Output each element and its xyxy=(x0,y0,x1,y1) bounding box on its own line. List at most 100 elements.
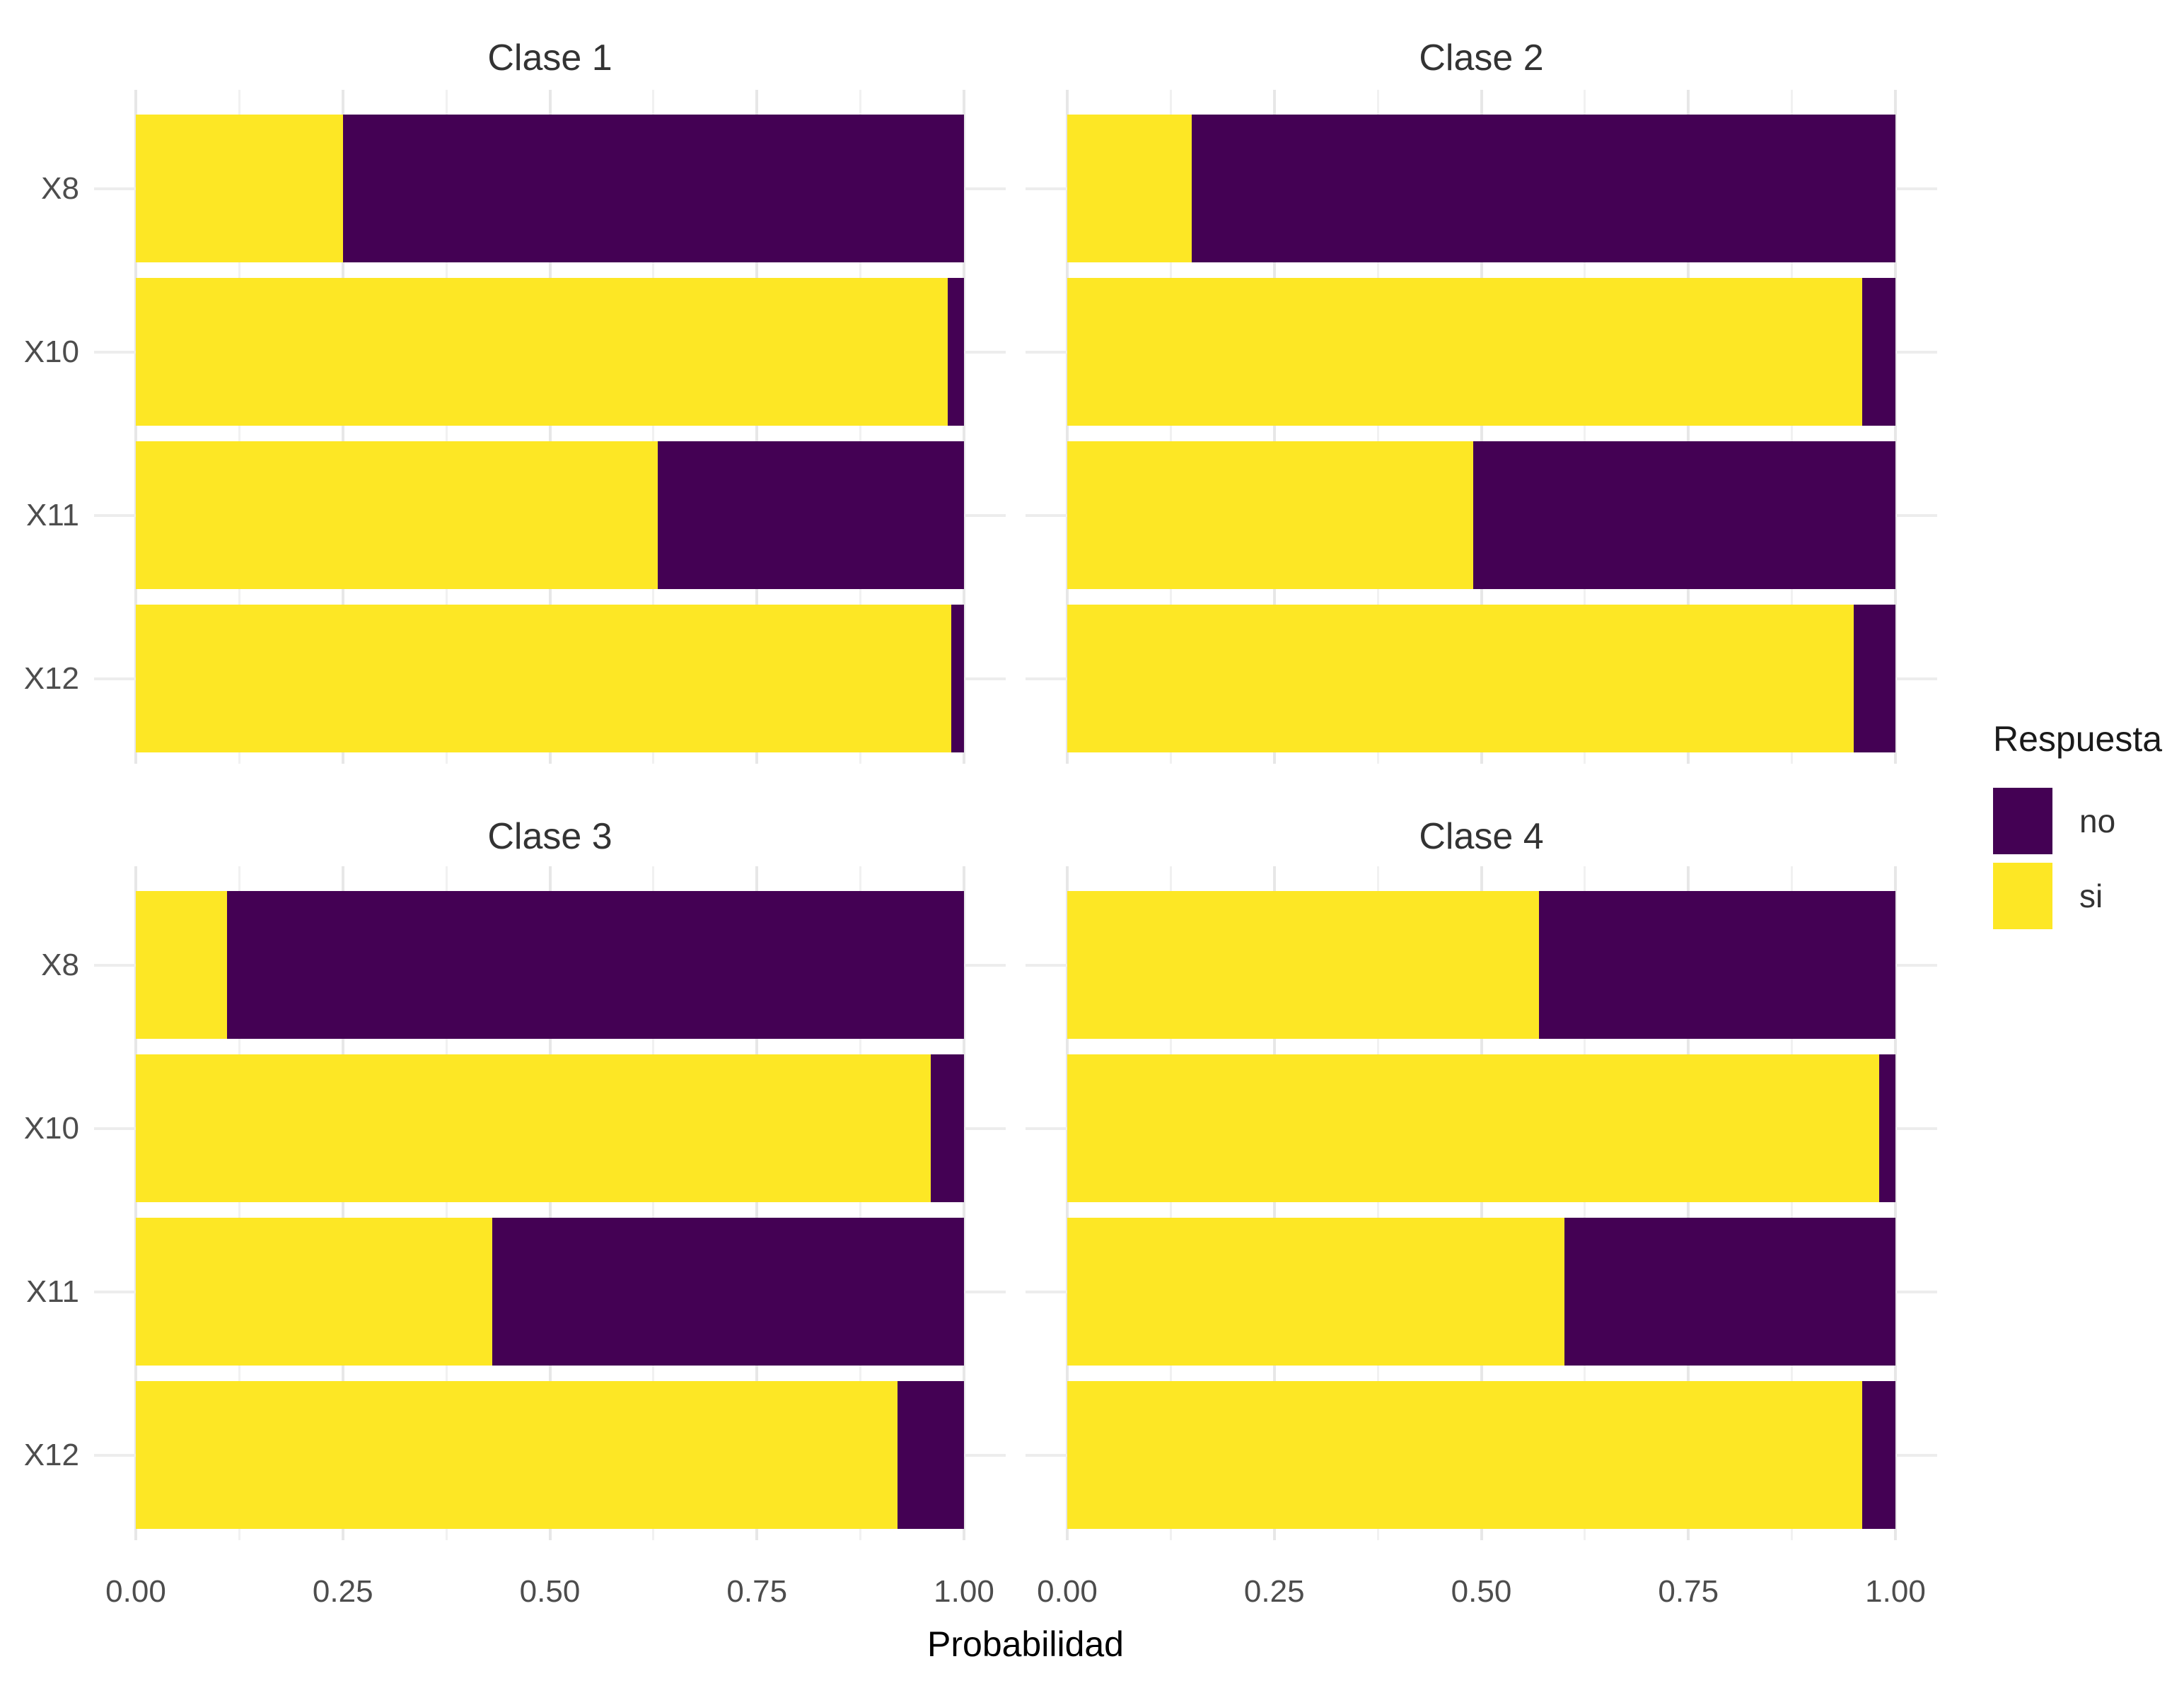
facet-panel-1 xyxy=(94,90,1006,764)
facet-title-3: Clase 3 xyxy=(487,816,612,857)
bar-segment-no xyxy=(931,1054,964,1202)
bar-segment-si xyxy=(136,1218,492,1366)
gridline-major xyxy=(1894,866,1897,1540)
bar-segment-si xyxy=(1067,441,1473,589)
gridline-major xyxy=(1480,90,1483,764)
x-tick-label: 0.25 xyxy=(312,1574,373,1609)
gridline-major xyxy=(963,866,965,1540)
bar-segment-si xyxy=(136,1381,898,1529)
gridline-major xyxy=(755,90,759,764)
y-tick-label-X11: X11 xyxy=(25,497,79,532)
bar-segment-no xyxy=(226,891,964,1039)
x-tick-label: 1.00 xyxy=(934,1574,994,1609)
bar-segment-no xyxy=(1878,1054,1895,1202)
x-tick-label: 0.50 xyxy=(1451,1574,1512,1609)
x-tick-label: 0.00 xyxy=(1037,1574,1098,1609)
gridline-major xyxy=(134,90,137,764)
y-tick-label-X11: X11 xyxy=(25,1274,79,1309)
legend-item-label-no: no xyxy=(2079,803,2116,839)
bar-segment-no xyxy=(898,1381,964,1529)
gridline-major xyxy=(1480,866,1483,1540)
legend-item-label-si: si xyxy=(2079,878,2103,914)
y-tick-label-X8: X8 xyxy=(41,947,79,982)
gridline-major xyxy=(963,90,965,764)
gridline-major xyxy=(1687,90,1690,764)
y-tick-label-X10: X10 xyxy=(23,334,79,369)
legend-swatch-si xyxy=(1993,863,2052,929)
bar-segment-no xyxy=(1473,441,1895,589)
bar-segment-no xyxy=(342,115,964,262)
bar-segment-no xyxy=(492,1218,964,1366)
gridline-minor xyxy=(1169,90,1172,764)
gridline-minor xyxy=(445,90,448,764)
gridline-major xyxy=(1066,866,1069,1540)
bar-segment-si xyxy=(136,278,948,426)
legend-item-no: no xyxy=(1993,788,2162,854)
gridline-minor xyxy=(445,866,448,1540)
bar-segment-no xyxy=(951,605,964,752)
gridline-minor xyxy=(859,866,862,1540)
bar-segment-si xyxy=(136,441,658,589)
legend-title: Respuesta xyxy=(1993,719,2163,759)
gridline-major xyxy=(134,866,137,1540)
gridline-minor xyxy=(652,90,655,764)
bar-segment-si xyxy=(1067,891,1540,1039)
gridline-minor xyxy=(1584,90,1586,764)
bar-segment-si xyxy=(1067,1054,1879,1202)
gridline-major xyxy=(1272,90,1276,764)
y-tick-label-X12: X12 xyxy=(23,1437,79,1472)
gridline-minor xyxy=(652,866,655,1540)
y-tick-label-X8: X8 xyxy=(41,170,79,206)
gridline-minor xyxy=(1376,866,1379,1540)
bar-segment-no xyxy=(947,278,964,426)
bar-segment-no xyxy=(1854,605,1895,752)
bar-segment-no xyxy=(657,441,964,589)
bar-segment-si xyxy=(1067,1381,1863,1529)
gridline-minor xyxy=(1376,90,1379,764)
gridline-major xyxy=(341,866,344,1540)
facet-title-4: Clase 4 xyxy=(1419,816,1544,857)
bar-segment-si xyxy=(1067,278,1863,426)
y-tick-label-X12: X12 xyxy=(23,660,79,696)
gridline-major xyxy=(1272,866,1276,1540)
bar-segment-si xyxy=(1067,605,1854,752)
gridline-minor xyxy=(1584,866,1586,1540)
gridline-major xyxy=(755,866,759,1540)
gridline-minor xyxy=(1791,90,1794,764)
bar-segment-no xyxy=(1564,1218,1895,1366)
facet-title-1: Clase 1 xyxy=(487,37,612,78)
x-tick-label: 0.00 xyxy=(105,1574,166,1609)
x-tick-label: 0.25 xyxy=(1243,1574,1305,1609)
gridline-minor xyxy=(1791,866,1794,1540)
bar-segment-si xyxy=(1067,1218,1564,1366)
gridline-major xyxy=(1894,90,1897,764)
gridline-major xyxy=(548,866,552,1540)
bar-segment-si xyxy=(136,1054,931,1202)
x-tick-label: 0.75 xyxy=(726,1574,788,1609)
bar-segment-si xyxy=(136,115,343,262)
bar-segment-si xyxy=(1067,115,1192,262)
legend-item-si: si xyxy=(1993,863,2162,929)
facet-panel-3 xyxy=(94,866,1006,1540)
gridline-minor xyxy=(238,90,240,764)
bar-segment-no xyxy=(1862,278,1895,426)
x-tick-label: 1.00 xyxy=(1865,1574,1926,1609)
bar-segment-no xyxy=(1191,115,1895,262)
facet-title-2: Clase 2 xyxy=(1419,37,1544,78)
y-tick-label-X10: X10 xyxy=(23,1110,79,1146)
gridline-major xyxy=(1687,866,1690,1540)
gridline-major xyxy=(341,90,344,764)
x-tick-label: 0.50 xyxy=(519,1574,581,1609)
x-tick-label: 0.75 xyxy=(1658,1574,1719,1609)
bar-segment-no xyxy=(1862,1381,1895,1529)
x-axis-title: Probabilidad xyxy=(927,1624,1124,1664)
gridline-major xyxy=(1066,90,1069,764)
bar-segment-si xyxy=(136,891,227,1039)
facet-panel-4 xyxy=(1026,866,1937,1540)
gridline-minor xyxy=(859,90,862,764)
bar-segment-si xyxy=(136,605,952,752)
gridline-minor xyxy=(1169,866,1172,1540)
legend-swatch-no xyxy=(1993,788,2052,854)
gridline-major xyxy=(548,90,552,764)
